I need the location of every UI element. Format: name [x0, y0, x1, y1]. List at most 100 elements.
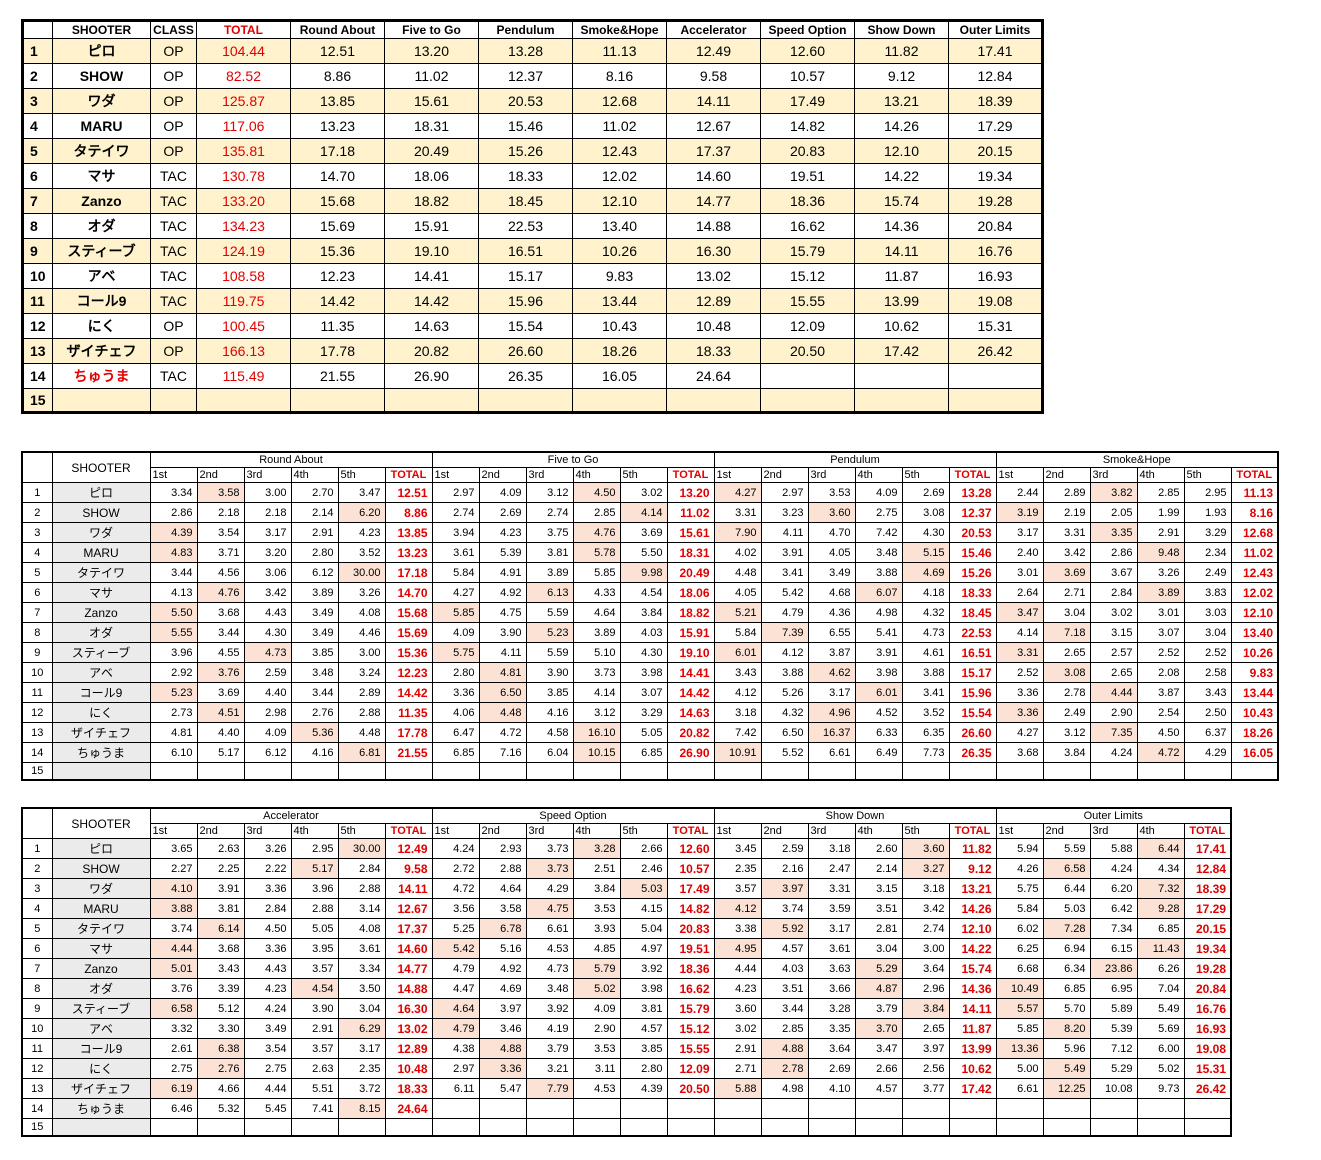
- row-index: 4: [21, 542, 53, 563]
- attempt-time: 4.27: [995, 722, 1044, 743]
- attempt-time: 3.18: [713, 702, 762, 723]
- stage-total: 15.36: [384, 642, 433, 663]
- stage-time: 12.10: [572, 188, 667, 214]
- attempt-time: [619, 762, 668, 781]
- attempt-time: 5.50: [619, 542, 668, 563]
- attempt-time: 3.69: [196, 682, 245, 703]
- stage-name: Smoke&Hope: [995, 451, 1279, 468]
- attempt-time: 4.36: [807, 602, 856, 623]
- stage-total: [948, 762, 997, 781]
- shooter-row: 4 MARU 3.88 3.81 2.84 2.88 3.14 12.67 3.56 3.58 4.…: [21, 898, 1232, 919]
- stage-time: 12.23: [290, 263, 385, 289]
- stage-time: 15.68: [290, 188, 385, 214]
- attempt-time: 4.38: [431, 1038, 480, 1059]
- attempt-time: 6.85: [1042, 978, 1091, 999]
- attempt-time: 4.19: [525, 1018, 574, 1039]
- attempt-time: 4.73: [525, 958, 574, 979]
- stage-total: 8.16: [1230, 502, 1279, 523]
- attempt-time: 2.50: [1183, 702, 1232, 723]
- attempt-time: 5.15: [901, 542, 950, 563]
- shooter-name: MARU: [52, 113, 151, 139]
- attempt-time: 3.81: [619, 998, 668, 1019]
- stage-total: 14.77: [384, 958, 433, 979]
- attempt-time: 9.73: [1136, 1078, 1185, 1099]
- attempt-time: 2.34: [1183, 542, 1232, 563]
- row-index: 3: [21, 878, 53, 899]
- row-index: 14: [21, 1098, 53, 1119]
- attempt-time: 6.42: [1089, 898, 1138, 919]
- stage-total: 19.51: [666, 938, 715, 959]
- attempt-time: 11.43: [1136, 938, 1185, 959]
- attempt-time: 2.18: [196, 502, 245, 523]
- stage-total: [1183, 1118, 1232, 1137]
- stage-time: 9.83: [572, 263, 667, 289]
- total-time: 134.23: [196, 213, 291, 239]
- attempt-time: 6.20: [337, 502, 386, 523]
- attempt-time: 4.47: [431, 978, 480, 999]
- summary-header-9: Show Down: [854, 20, 949, 39]
- attempt-time: 5.00: [995, 1058, 1044, 1079]
- attempt-time: 5.57: [995, 998, 1044, 1019]
- attempt-time: [478, 1098, 527, 1119]
- stage-total: [666, 1098, 715, 1119]
- stage-total-header: TOTAL: [948, 467, 997, 483]
- attempt-time: 5.49: [1042, 1058, 1091, 1079]
- shooter-name: ちゅうま: [51, 1098, 151, 1119]
- stage-time: 18.33: [478, 163, 573, 189]
- attempt-time: 4.87: [854, 978, 903, 999]
- summary-row: 3 ワダ OP 125.87 13.85 15.61 20.53 12.68 14.11 17.4…: [22, 88, 1043, 114]
- shooter-name: マサ: [51, 582, 151, 603]
- attempt-time: 4.43: [243, 602, 292, 623]
- total-time: 104.44: [196, 38, 291, 64]
- attempt-time: 3.81: [196, 898, 245, 919]
- attempt-header: 5th: [619, 467, 668, 483]
- attempt-header: 3rd: [243, 823, 292, 839]
- shooter-class: OP: [150, 88, 197, 114]
- attempt-time: 4.23: [478, 522, 527, 543]
- attempt-time: 6.95: [1089, 978, 1138, 999]
- stage-total: 11.82: [948, 838, 997, 859]
- attempt-time: 5.70: [1042, 998, 1091, 1019]
- attempt-time: 3.89: [290, 582, 339, 603]
- attempt-time: 4.39: [619, 1078, 668, 1099]
- stage-name: Outer Limits: [995, 807, 1232, 824]
- row-index: 10: [21, 1018, 53, 1039]
- attempt-time: 3.89: [572, 622, 621, 643]
- attempt-time: 4.05: [713, 582, 762, 603]
- attempt-time: 5.25: [431, 918, 480, 939]
- attempt-time: 4.13: [149, 582, 198, 603]
- attempt-time: 4.96: [807, 702, 856, 723]
- attempt-time: 3.12: [1042, 722, 1091, 743]
- attempt-time: 2.75: [243, 1058, 292, 1079]
- attempt-time: 3.83: [1183, 582, 1232, 603]
- attempt-header: 5th: [337, 467, 386, 483]
- attempt-time: 3.66: [807, 978, 856, 999]
- attempt-time: 3.06: [243, 562, 292, 583]
- stage-total: 13.02: [384, 1018, 433, 1039]
- stage-total: 16.76: [1183, 998, 1232, 1019]
- stage-time: 11.02: [384, 63, 479, 89]
- attempt-time: 6.81: [337, 742, 386, 763]
- attempt-time: [1042, 762, 1091, 781]
- stage-time: 16.93: [948, 263, 1043, 289]
- attempt-time: 3.42: [1042, 542, 1091, 563]
- attempt-time: 3.46: [478, 1018, 527, 1039]
- row-index: 10: [21, 662, 53, 683]
- attempt-time: 4.23: [243, 978, 292, 999]
- stage-time: 13.40: [572, 213, 667, 239]
- attempt-time: 4.76: [196, 582, 245, 603]
- stage-time: 14.42: [384, 288, 479, 314]
- attempt-time: [1089, 1118, 1138, 1137]
- stage-time: 26.35: [478, 363, 573, 389]
- stage-total: 10.43: [1230, 702, 1279, 723]
- stage-time: 14.22: [854, 163, 949, 189]
- attempt-time: 2.65: [901, 1018, 950, 1039]
- attempt-time: 3.31: [995, 642, 1044, 663]
- stage-time: 15.69: [290, 213, 385, 239]
- shooter-name: ワダ: [51, 522, 151, 543]
- attempt-header: 3rd: [525, 467, 574, 483]
- attempt-time: 3.45: [713, 838, 762, 859]
- row-index: 3: [22, 88, 53, 114]
- attempt-time: 3.00: [901, 938, 950, 959]
- row-index: 9: [21, 998, 53, 1019]
